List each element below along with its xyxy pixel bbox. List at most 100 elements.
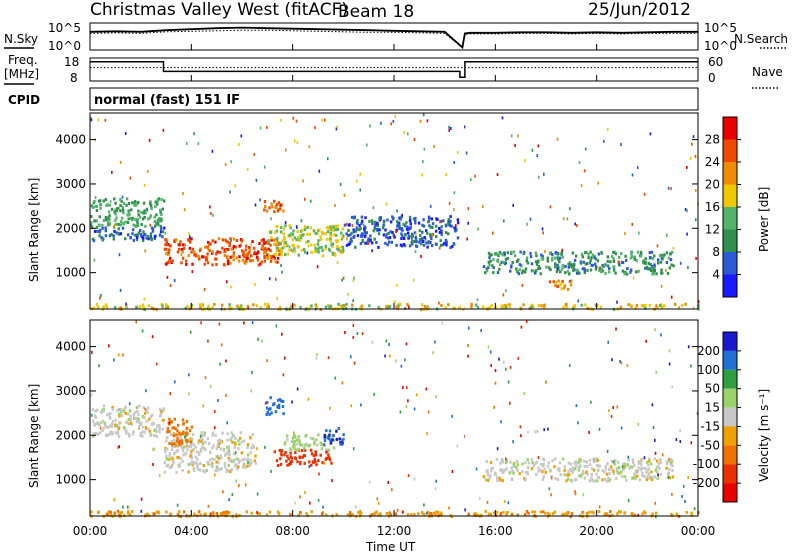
power-cell-5 (420, 242, 423, 246)
velocity-sporadic-point (99, 426, 102, 430)
velocity-cell-1 (198, 439, 201, 443)
power-cell-2 (180, 261, 183, 265)
power-sporadic-point (561, 248, 564, 252)
velocity-cell-1 (167, 457, 170, 461)
power-cell-2 (228, 244, 231, 248)
velocity-cell-8 (489, 513, 492, 516)
power-cell-6 (635, 259, 638, 263)
power-cell-8 (238, 305, 242, 309)
power-cell-6 (606, 259, 609, 263)
power-cell-6 (498, 267, 501, 271)
velocity-cell-7 (505, 459, 508, 463)
velocity-cell-0 (111, 431, 114, 435)
power-cell-0 (155, 213, 158, 217)
velocity-sporadic-point (607, 340, 609, 344)
power-sporadic-point (584, 147, 587, 151)
power-cell-8 (125, 304, 128, 308)
power-cell-2 (240, 249, 244, 253)
power-cell-6 (629, 256, 633, 260)
velocity-cell-7 (486, 473, 490, 477)
velocity-cell-7 (596, 459, 599, 462)
velocity-cell-1 (190, 442, 193, 446)
power-cell-3 (312, 229, 316, 233)
velocity-sporadic-point (247, 460, 249, 464)
velocity-sporadic-point (296, 387, 299, 391)
velocity-cell-7 (603, 470, 606, 474)
velocity-ytick-label: 3000 (55, 384, 86, 398)
power-cell-8 (619, 305, 623, 309)
velocity-cell-6 (337, 427, 340, 430)
velocity-cell-2 (166, 426, 170, 430)
power-cell-2 (245, 252, 248, 256)
velocity-cell-0 (125, 431, 128, 435)
velocity-cell-8 (440, 511, 443, 515)
power-cell-3 (340, 245, 343, 249)
power-cell-6 (558, 257, 561, 260)
power-cell-2 (165, 252, 168, 256)
power-cell-8 (337, 302, 340, 306)
power-cell-8 (310, 304, 313, 308)
velocity-sporadic-point (213, 426, 216, 430)
velocity-cell-1 (181, 469, 184, 472)
power-cell-6 (668, 266, 671, 270)
power-cell-8 (351, 303, 354, 307)
power-cell-6 (573, 263, 576, 267)
velocity-cell-8 (116, 509, 120, 513)
velocity-cell-1 (201, 442, 205, 446)
velocity-cell-7 (622, 468, 625, 472)
velocity-cell-7 (567, 477, 570, 481)
velocity-cell-1 (179, 457, 182, 461)
power-cell-8 (540, 304, 543, 308)
power-sporadic-point (521, 283, 524, 287)
power-sporadic-point (529, 217, 532, 221)
power-cell-6 (500, 251, 503, 255)
power-cell-5 (404, 233, 407, 237)
power-cell-3 (273, 242, 276, 246)
power-cell-6 (648, 251, 652, 254)
velocity-cell-5 (266, 401, 269, 405)
power-cell-8 (522, 303, 525, 307)
power-cell-8 (255, 304, 258, 308)
power-cell-6 (652, 272, 655, 276)
power-cell-3 (324, 247, 327, 251)
velocity-cell-7 (509, 460, 512, 464)
velocity-cell-7 (510, 466, 513, 470)
power-cell-6 (596, 259, 600, 263)
power-cell-5 (386, 243, 389, 247)
power-cell-7 (560, 287, 563, 291)
power-cell-2 (168, 259, 171, 262)
power-cell-3 (321, 249, 324, 253)
velocity-cell-1 (237, 458, 240, 462)
velocity-cell-1 (248, 464, 252, 467)
velocity-cell-3 (310, 452, 314, 456)
power-cell-5 (396, 222, 400, 226)
power-cell-8 (447, 303, 450, 307)
power-cell-8 (160, 303, 163, 306)
power-cell-6 (490, 253, 493, 257)
power-sporadic-point (335, 127, 338, 131)
velocity-cell-0 (105, 425, 109, 429)
power-cell-8 (648, 303, 652, 307)
power-cell-0 (138, 215, 142, 219)
power-cell-3 (317, 239, 320, 243)
velocity-cell-0 (138, 420, 141, 424)
power-cell-8 (161, 304, 164, 308)
power-cell-6 (510, 265, 513, 269)
velocity-cell-8 (553, 510, 557, 514)
power-cell-8 (599, 305, 603, 309)
velocity-cell-1 (216, 443, 219, 447)
power-cell-2 (261, 246, 264, 250)
power-cell-2 (256, 257, 260, 261)
power-cell-1 (139, 229, 142, 232)
velocity-cell-0 (137, 413, 140, 417)
velocity-cell-1 (203, 431, 206, 435)
velocity-cell-2 (170, 442, 174, 446)
power-sporadic-point (143, 297, 146, 301)
velocity-cell-7 (666, 462, 669, 466)
power-cell-6 (517, 272, 521, 276)
velocity-sporadic-point (228, 498, 230, 501)
power-cell-2 (223, 263, 226, 267)
velocity-sporadic-point (489, 350, 492, 354)
velocity-cell-1 (230, 460, 233, 463)
power-cell-2 (185, 259, 188, 263)
